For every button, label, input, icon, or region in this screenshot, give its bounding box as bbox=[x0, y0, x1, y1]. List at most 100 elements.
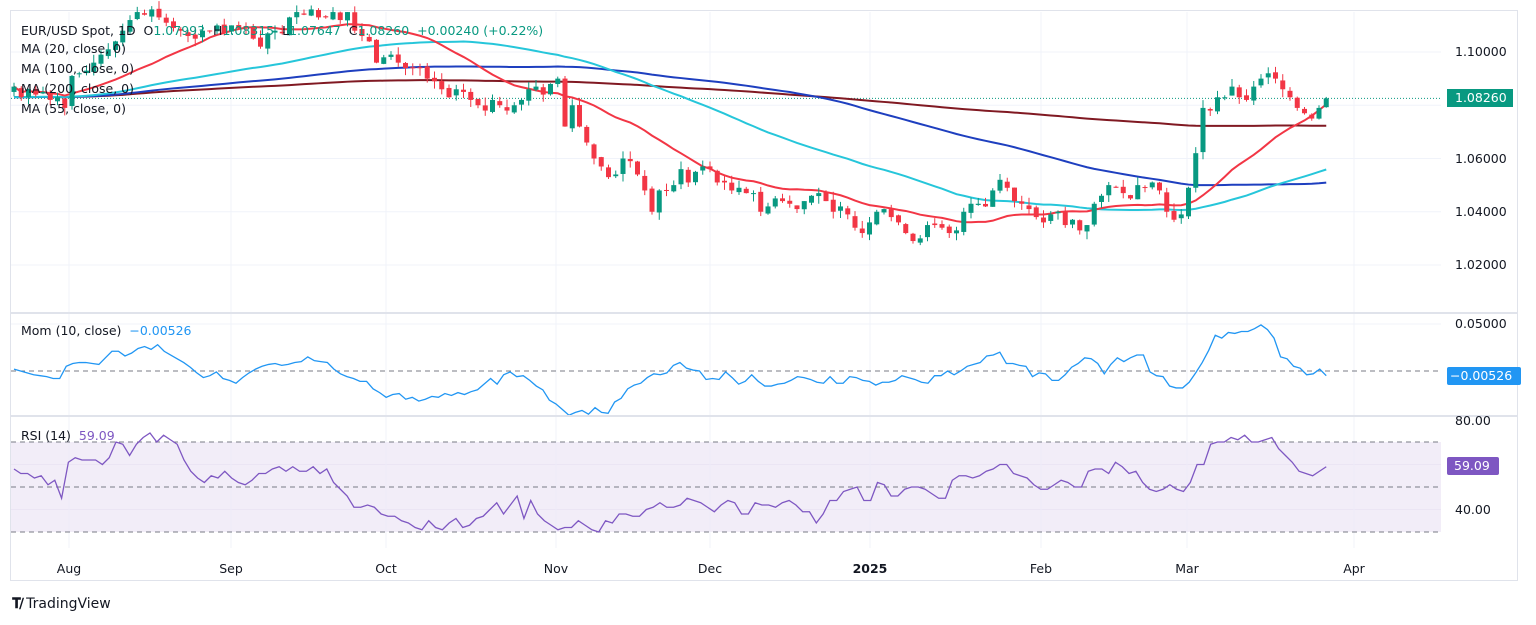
candle-body bbox=[809, 195, 814, 203]
candle bbox=[642, 170, 648, 196]
candle bbox=[707, 161, 713, 173]
candle bbox=[236, 21, 242, 29]
candle-body bbox=[983, 203, 988, 207]
candle bbox=[1012, 187, 1017, 208]
candle-body bbox=[1149, 182, 1155, 188]
candle bbox=[330, 7, 336, 21]
candle-body bbox=[33, 88, 39, 95]
candle-body bbox=[910, 233, 916, 242]
candle-body bbox=[236, 25, 242, 29]
candle-body bbox=[1062, 211, 1068, 226]
candle bbox=[40, 86, 46, 95]
rsi-tick: 40.00 bbox=[1455, 502, 1491, 517]
candle-body bbox=[540, 87, 546, 95]
candle bbox=[867, 216, 872, 241]
candle bbox=[395, 47, 401, 67]
candle bbox=[939, 220, 945, 230]
candle-body bbox=[758, 191, 764, 212]
ma100-line bbox=[14, 65, 1327, 187]
candle-body bbox=[1200, 107, 1206, 153]
candle bbox=[142, 9, 147, 16]
ma20-legend[interactable]: MA (20, close, 0) bbox=[21, 41, 127, 56]
candle-body bbox=[939, 224, 945, 228]
candle bbox=[432, 71, 437, 89]
candle-body bbox=[1135, 185, 1141, 200]
last-price-label: 1.08260 bbox=[1455, 90, 1507, 105]
candle bbox=[1207, 107, 1213, 116]
candle-body bbox=[308, 9, 314, 16]
candle bbox=[265, 32, 271, 55]
candle bbox=[18, 86, 24, 101]
candle bbox=[1171, 203, 1177, 223]
candle bbox=[917, 235, 923, 246]
candle-body bbox=[874, 211, 880, 225]
tradingview-logo[interactable]: 𝐓∕ TradingView bbox=[12, 596, 111, 612]
candle bbox=[794, 205, 800, 213]
candle-body bbox=[171, 21, 176, 29]
candle-body bbox=[214, 25, 220, 32]
candle-body bbox=[700, 166, 706, 171]
candle-body bbox=[453, 89, 459, 96]
candle-body bbox=[1193, 153, 1199, 188]
mom-legend[interactable]: Mom (10, close) −0.00526 bbox=[21, 322, 192, 339]
rsi-last-label: 59.09 bbox=[1454, 458, 1490, 473]
candle bbox=[388, 51, 394, 60]
candle bbox=[134, 6, 140, 21]
candle bbox=[1070, 219, 1075, 229]
candle-body bbox=[620, 158, 626, 174]
candle bbox=[468, 88, 474, 107]
candle bbox=[1309, 113, 1315, 121]
candle-body bbox=[888, 209, 894, 218]
candle bbox=[1294, 96, 1300, 111]
candle-body bbox=[1113, 186, 1119, 188]
candle-body bbox=[229, 25, 234, 32]
candle-body bbox=[577, 105, 582, 127]
open-value: 1.07993 bbox=[153, 23, 206, 38]
candle-body bbox=[975, 203, 981, 205]
candle-body bbox=[1157, 182, 1162, 191]
candle-body bbox=[1265, 73, 1271, 78]
candle bbox=[946, 224, 952, 238]
candle-body bbox=[490, 99, 495, 112]
candle bbox=[229, 25, 234, 35]
candle-body bbox=[852, 216, 858, 228]
candle bbox=[736, 180, 742, 195]
candle bbox=[627, 151, 633, 168]
candle bbox=[881, 208, 887, 215]
candle bbox=[1033, 205, 1039, 220]
candle bbox=[453, 84, 459, 101]
candle-body bbox=[881, 209, 887, 213]
candle-body bbox=[729, 182, 735, 191]
candle bbox=[98, 50, 104, 67]
time-label: Aug bbox=[57, 561, 81, 576]
close-label: C bbox=[348, 23, 358, 38]
candle-body bbox=[149, 9, 155, 17]
candle-body bbox=[1323, 98, 1329, 108]
candle-body bbox=[323, 16, 329, 18]
candle bbox=[76, 71, 82, 78]
rsi-value: 59.09 bbox=[78, 428, 115, 443]
candle bbox=[482, 97, 488, 116]
candle-body bbox=[345, 12, 350, 21]
candle bbox=[635, 160, 640, 177]
mom-value: −0.00526 bbox=[129, 323, 192, 338]
price-tick: 1.10000 bbox=[1455, 44, 1507, 59]
rsi-legend[interactable]: RSI (14) 59.09 bbox=[21, 427, 115, 444]
candle-body bbox=[113, 41, 118, 50]
candle bbox=[345, 11, 350, 27]
candle-body bbox=[91, 62, 97, 72]
candle-body bbox=[461, 89, 466, 92]
candle-body bbox=[475, 99, 481, 106]
ma100-legend[interactable]: MA (100, close, 0) bbox=[21, 61, 134, 76]
ma200-legend[interactable]: MA (200, close, 0) bbox=[21, 81, 134, 96]
candle-body bbox=[120, 30, 126, 43]
candle bbox=[758, 186, 764, 217]
rsi-line bbox=[13, 432, 1327, 533]
candle-body bbox=[707, 166, 713, 170]
candle bbox=[308, 5, 314, 17]
candle bbox=[1157, 181, 1162, 195]
candle bbox=[1193, 147, 1199, 193]
candle-body bbox=[743, 188, 749, 194]
ma55-legend[interactable]: MA (55, close, 0) bbox=[21, 101, 127, 116]
